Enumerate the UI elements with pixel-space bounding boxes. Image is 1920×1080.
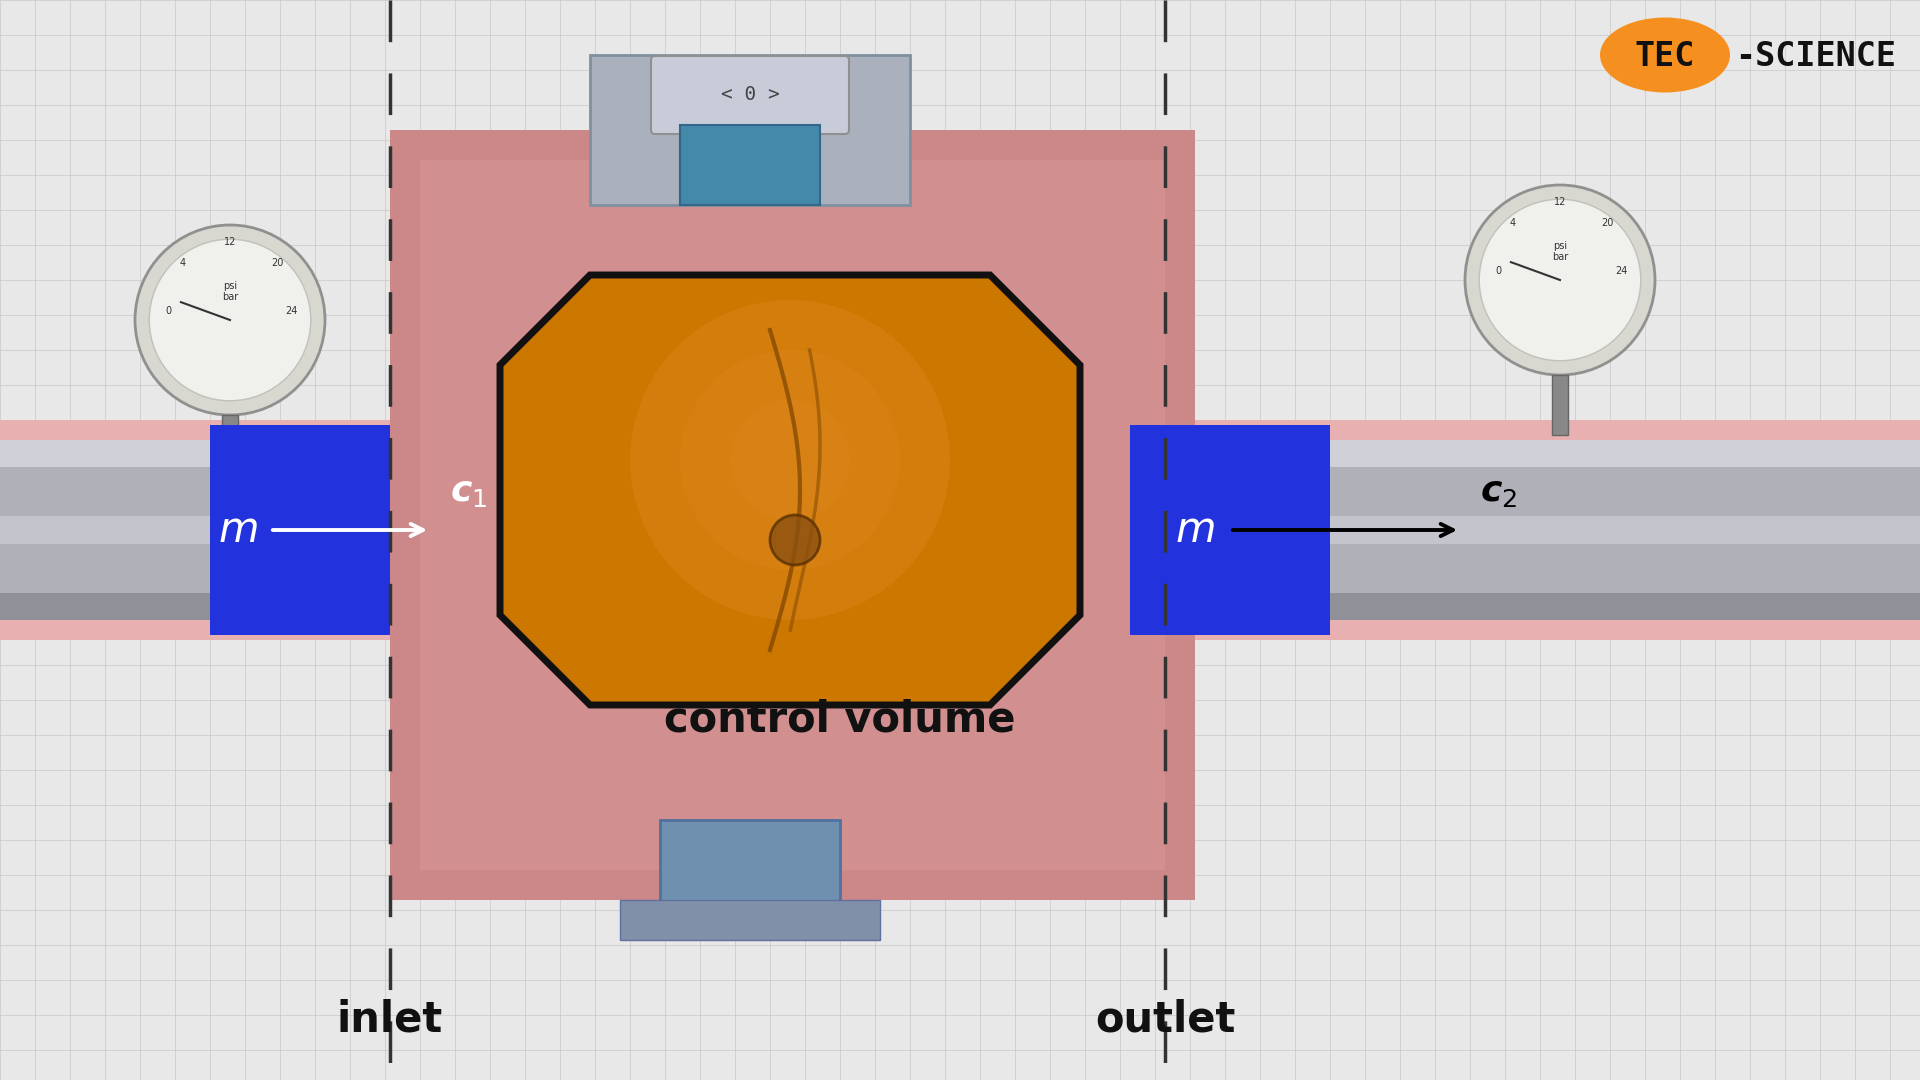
Bar	[620, 900, 879, 940]
Text: 4: 4	[1509, 218, 1515, 228]
Polygon shape	[499, 275, 1079, 705]
Circle shape	[680, 350, 900, 570]
Bar	[0, 620, 390, 640]
Circle shape	[1478, 199, 1642, 361]
Bar	[1194, 515, 1920, 544]
Bar	[680, 125, 820, 205]
Text: $\mathbfit{c}_1$: $\mathbfit{c}_1$	[449, 475, 488, 509]
Text: 20: 20	[1601, 218, 1613, 228]
Text: psi
bar: psi bar	[223, 281, 238, 302]
Text: control volume: control volume	[664, 699, 1016, 741]
Bar	[589, 55, 910, 205]
Text: $m$: $m$	[219, 509, 257, 551]
Bar	[1194, 593, 1920, 620]
Bar	[1194, 620, 1920, 640]
FancyBboxPatch shape	[651, 56, 849, 134]
Text: $\mathbfit{c}_2$: $\mathbfit{c}_2$	[1480, 475, 1517, 509]
Text: TEC: TEC	[1634, 40, 1695, 73]
Text: 20: 20	[271, 258, 284, 268]
Circle shape	[150, 240, 311, 401]
Bar	[0, 440, 390, 620]
Text: 0: 0	[165, 306, 171, 315]
Text: psi
bar: psi bar	[1551, 241, 1569, 262]
Circle shape	[770, 515, 820, 565]
Circle shape	[730, 400, 851, 519]
Circle shape	[1465, 185, 1655, 375]
Bar	[0, 420, 390, 440]
Text: -SCIENCE: -SCIENCE	[1736, 40, 1895, 73]
Bar	[1194, 440, 1920, 620]
Bar	[1194, 420, 1920, 440]
Bar	[720, 130, 780, 200]
Circle shape	[134, 225, 324, 415]
Text: 24: 24	[286, 306, 298, 315]
Bar	[0, 440, 390, 467]
Ellipse shape	[1599, 17, 1730, 93]
Bar	[420, 160, 1165, 870]
Bar	[223, 415, 238, 475]
Bar	[0, 515, 390, 544]
Bar	[1551, 375, 1569, 435]
Bar	[209, 426, 390, 635]
Bar	[1131, 426, 1331, 635]
Bar	[0, 593, 390, 620]
Text: 12: 12	[225, 238, 236, 247]
Text: inlet: inlet	[336, 999, 444, 1041]
Text: 24: 24	[1615, 266, 1628, 275]
Text: < 0 >: < 0 >	[720, 85, 780, 105]
Text: 0: 0	[1496, 266, 1501, 275]
Text: outlet: outlet	[1094, 999, 1235, 1041]
Circle shape	[630, 300, 950, 620]
Bar	[660, 820, 841, 920]
Text: $m$: $m$	[1175, 509, 1215, 551]
Bar	[390, 130, 1194, 900]
Text: 12: 12	[1553, 197, 1567, 207]
Bar	[1194, 440, 1920, 467]
Text: 4: 4	[179, 258, 186, 268]
